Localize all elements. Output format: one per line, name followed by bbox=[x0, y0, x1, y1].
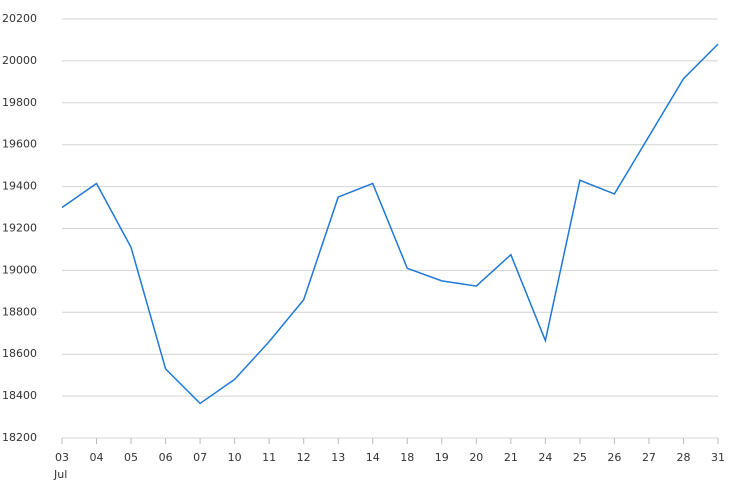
x-tick-label: 04 bbox=[90, 451, 104, 464]
y-tick-label: 18400 bbox=[2, 389, 37, 402]
y-tick-label: 18800 bbox=[2, 305, 37, 318]
x-tick-label: 10 bbox=[228, 451, 242, 464]
x-tick-label: 25 bbox=[573, 451, 587, 464]
x-tick-label: 26 bbox=[607, 451, 621, 464]
x-tick-label: 14 bbox=[366, 451, 380, 464]
y-tick-label: 20200 bbox=[2, 12, 37, 25]
x-tick-label: 28 bbox=[676, 451, 690, 464]
y-tick-label: 18600 bbox=[2, 347, 37, 360]
x-period-label: Jul bbox=[53, 468, 67, 481]
x-tick-label: 24 bbox=[538, 451, 552, 464]
y-tick-label: 19400 bbox=[2, 180, 37, 193]
x-tick-label: 11 bbox=[262, 451, 276, 464]
x-tick-label: 07 bbox=[193, 451, 207, 464]
x-tick-label: 21 bbox=[504, 451, 518, 464]
x-tick-label: 13 bbox=[331, 451, 345, 464]
x-tick-label: 20 bbox=[469, 451, 483, 464]
x-tick-label: 12 bbox=[297, 451, 311, 464]
y-tick-label: 19200 bbox=[2, 222, 37, 235]
x-tick-label: 06 bbox=[159, 451, 173, 464]
x-tick-label: 18 bbox=[400, 451, 414, 464]
x-tick-label: 19 bbox=[435, 451, 449, 464]
x-tick-label: 05 bbox=[124, 451, 138, 464]
line bbox=[61, 43, 719, 405]
y-tick-label: 19600 bbox=[2, 138, 37, 151]
y-tick-label: 18200 bbox=[2, 431, 37, 444]
y-tick-label: 20000 bbox=[2, 54, 37, 67]
x-tick-label: 03 bbox=[55, 451, 69, 464]
y-tick-label: 19800 bbox=[2, 96, 37, 109]
x-tick-label: 31 bbox=[711, 451, 725, 464]
y-tick-label: 19000 bbox=[2, 263, 37, 276]
x-tick-label: 27 bbox=[642, 451, 656, 464]
